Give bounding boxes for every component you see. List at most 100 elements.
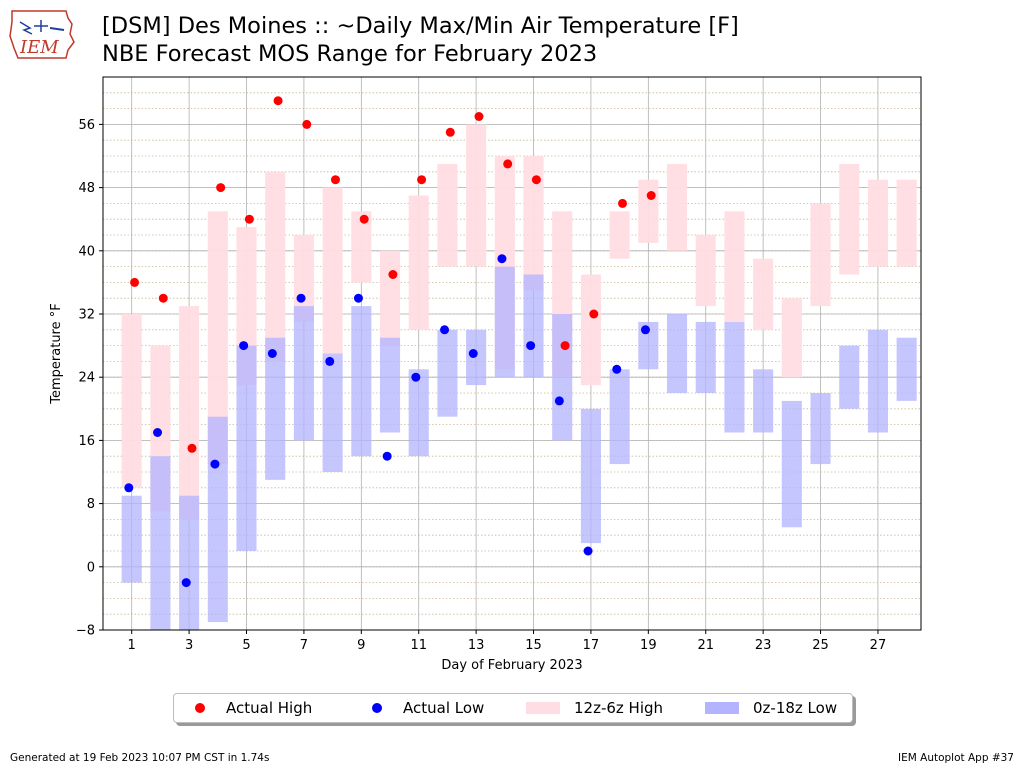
high-range-bar [265, 171, 286, 362]
low-range-bars [121, 266, 917, 630]
actual-high-point [388, 270, 398, 279]
x-tick-label: 19 [640, 638, 657, 653]
actual-low-points [124, 254, 650, 588]
actual-low-point [124, 483, 134, 493]
low-range-bar [724, 321, 745, 433]
legend-swatch-low-range [705, 702, 739, 714]
legend-label: 0z-18z Low [753, 699, 838, 717]
legend-item-actual-low: Actual Low [359, 698, 484, 718]
actual-low-point [640, 325, 650, 335]
high-range-bar [609, 211, 630, 259]
actual-high-point [302, 119, 312, 129]
high-range-bar [896, 179, 917, 267]
low-range-bar [121, 495, 142, 583]
actual-low-point [440, 325, 450, 335]
low-range-bar [322, 353, 343, 472]
low-range-bar [609, 369, 630, 465]
actual-high-point [216, 183, 226, 193]
actual-low-point [382, 451, 392, 461]
high-range-bar [523, 156, 544, 291]
x-axis-label: Day of February 2023 [441, 658, 582, 673]
high-range-bar [753, 258, 774, 330]
actual-low-point [353, 293, 363, 303]
high-range-bar [437, 163, 458, 267]
actual-high-point [618, 198, 628, 208]
low-range-bar [753, 369, 774, 433]
actual-high-point [330, 175, 340, 185]
actual-high-point [474, 112, 484, 121]
iem-logo: IEM [9, 10, 75, 59]
actual-high-point [589, 309, 599, 319]
low-range-bar [265, 337, 286, 480]
high-range-bar [351, 211, 372, 283]
footer-generated: Generated at 19 Feb 2023 10:07 PM CST in… [10, 752, 270, 764]
y-tick-label: 32 [78, 308, 95, 323]
low-range-bar [179, 495, 200, 630]
actual-low-point [296, 293, 306, 303]
high-range-bar [839, 163, 860, 275]
actual-high-point [445, 127, 455, 137]
x-tick-label: 17 [583, 638, 600, 653]
title-line-2: NBE Forecast MOS Range for February 2023 [102, 41, 598, 67]
actual-high-point [130, 277, 140, 287]
actual-high-point [359, 214, 369, 224]
y-axis-label: Temperature °F [49, 303, 64, 404]
low-range-bar [207, 416, 228, 623]
x-axis-ticks: 1 3 5 7 9 11 13 15 17 19 21 23 25 27 [128, 630, 886, 653]
actual-high-points [130, 96, 656, 453]
actual-low-point [612, 364, 622, 374]
x-tick-label: 11 [410, 638, 427, 653]
x-tick-label: 1 [128, 638, 136, 653]
high-range-bar [580, 274, 601, 386]
actual-high-point [646, 191, 656, 200]
low-range-bar [896, 337, 917, 401]
low-range-bar [552, 314, 573, 441]
actual-low-point [468, 349, 478, 358]
low-range-bar [437, 329, 458, 417]
actual-low-point [153, 428, 163, 437]
y-tick-label: 56 [78, 118, 95, 133]
y-tick-label: 16 [78, 434, 95, 449]
legend-label: Actual High [226, 699, 313, 717]
low-range-bar [839, 345, 860, 409]
low-range-bar [666, 314, 688, 393]
actual-low-point [267, 349, 277, 358]
actual-high-point [417, 175, 427, 185]
footer-app: IEM Autoplot App #37 [898, 752, 1014, 764]
high-range-bar [724, 211, 745, 322]
low-range-bar [236, 345, 257, 551]
high-range-bar [408, 195, 429, 330]
low-range-bar [379, 337, 401, 433]
chart-legend: Actual High Actual Low 12z-6z High 0z-18… [173, 693, 853, 723]
low-range-bar [781, 400, 802, 528]
plot-frame [102, 76, 922, 631]
x-tick-label: 25 [812, 638, 829, 653]
actual-low-point [181, 578, 191, 588]
actual-high-point [244, 214, 254, 224]
high-range-bar [379, 250, 401, 346]
actual-high-point [531, 175, 541, 185]
y-tick-label: 0 [87, 560, 95, 575]
title-line-1: [DSM] Des Moines :: ~Daily Max/Min Air T… [102, 13, 739, 39]
low-range-bar [580, 408, 601, 544]
high-range-bar [666, 163, 688, 251]
low-range-bar [810, 393, 831, 465]
actual-low-point [239, 341, 249, 351]
x-tick-label: 7 [300, 638, 308, 653]
actual-low-point [325, 356, 335, 366]
high-range-bar [638, 179, 659, 243]
y-axis-ticks: −8 0 8 16 24 32 40 48 56 [76, 118, 103, 639]
high-range-bar [781, 298, 802, 378]
legend-item-high-range: 12z-6z High [526, 698, 663, 718]
x-tick-label: 15 [525, 638, 542, 653]
x-tick-label: 21 [697, 638, 714, 653]
high-range-bar [207, 211, 228, 465]
actual-high-point [503, 159, 513, 169]
low-range-bar [351, 306, 372, 457]
page-title: [DSM] Des Moines :: ~Daily Max/Min Air T… [102, 12, 739, 68]
legend-label: 12z-6z High [574, 699, 664, 717]
high-range-bar [322, 187, 343, 354]
legend-item-actual-high: Actual High [182, 698, 312, 718]
low-range-bar [408, 369, 429, 457]
